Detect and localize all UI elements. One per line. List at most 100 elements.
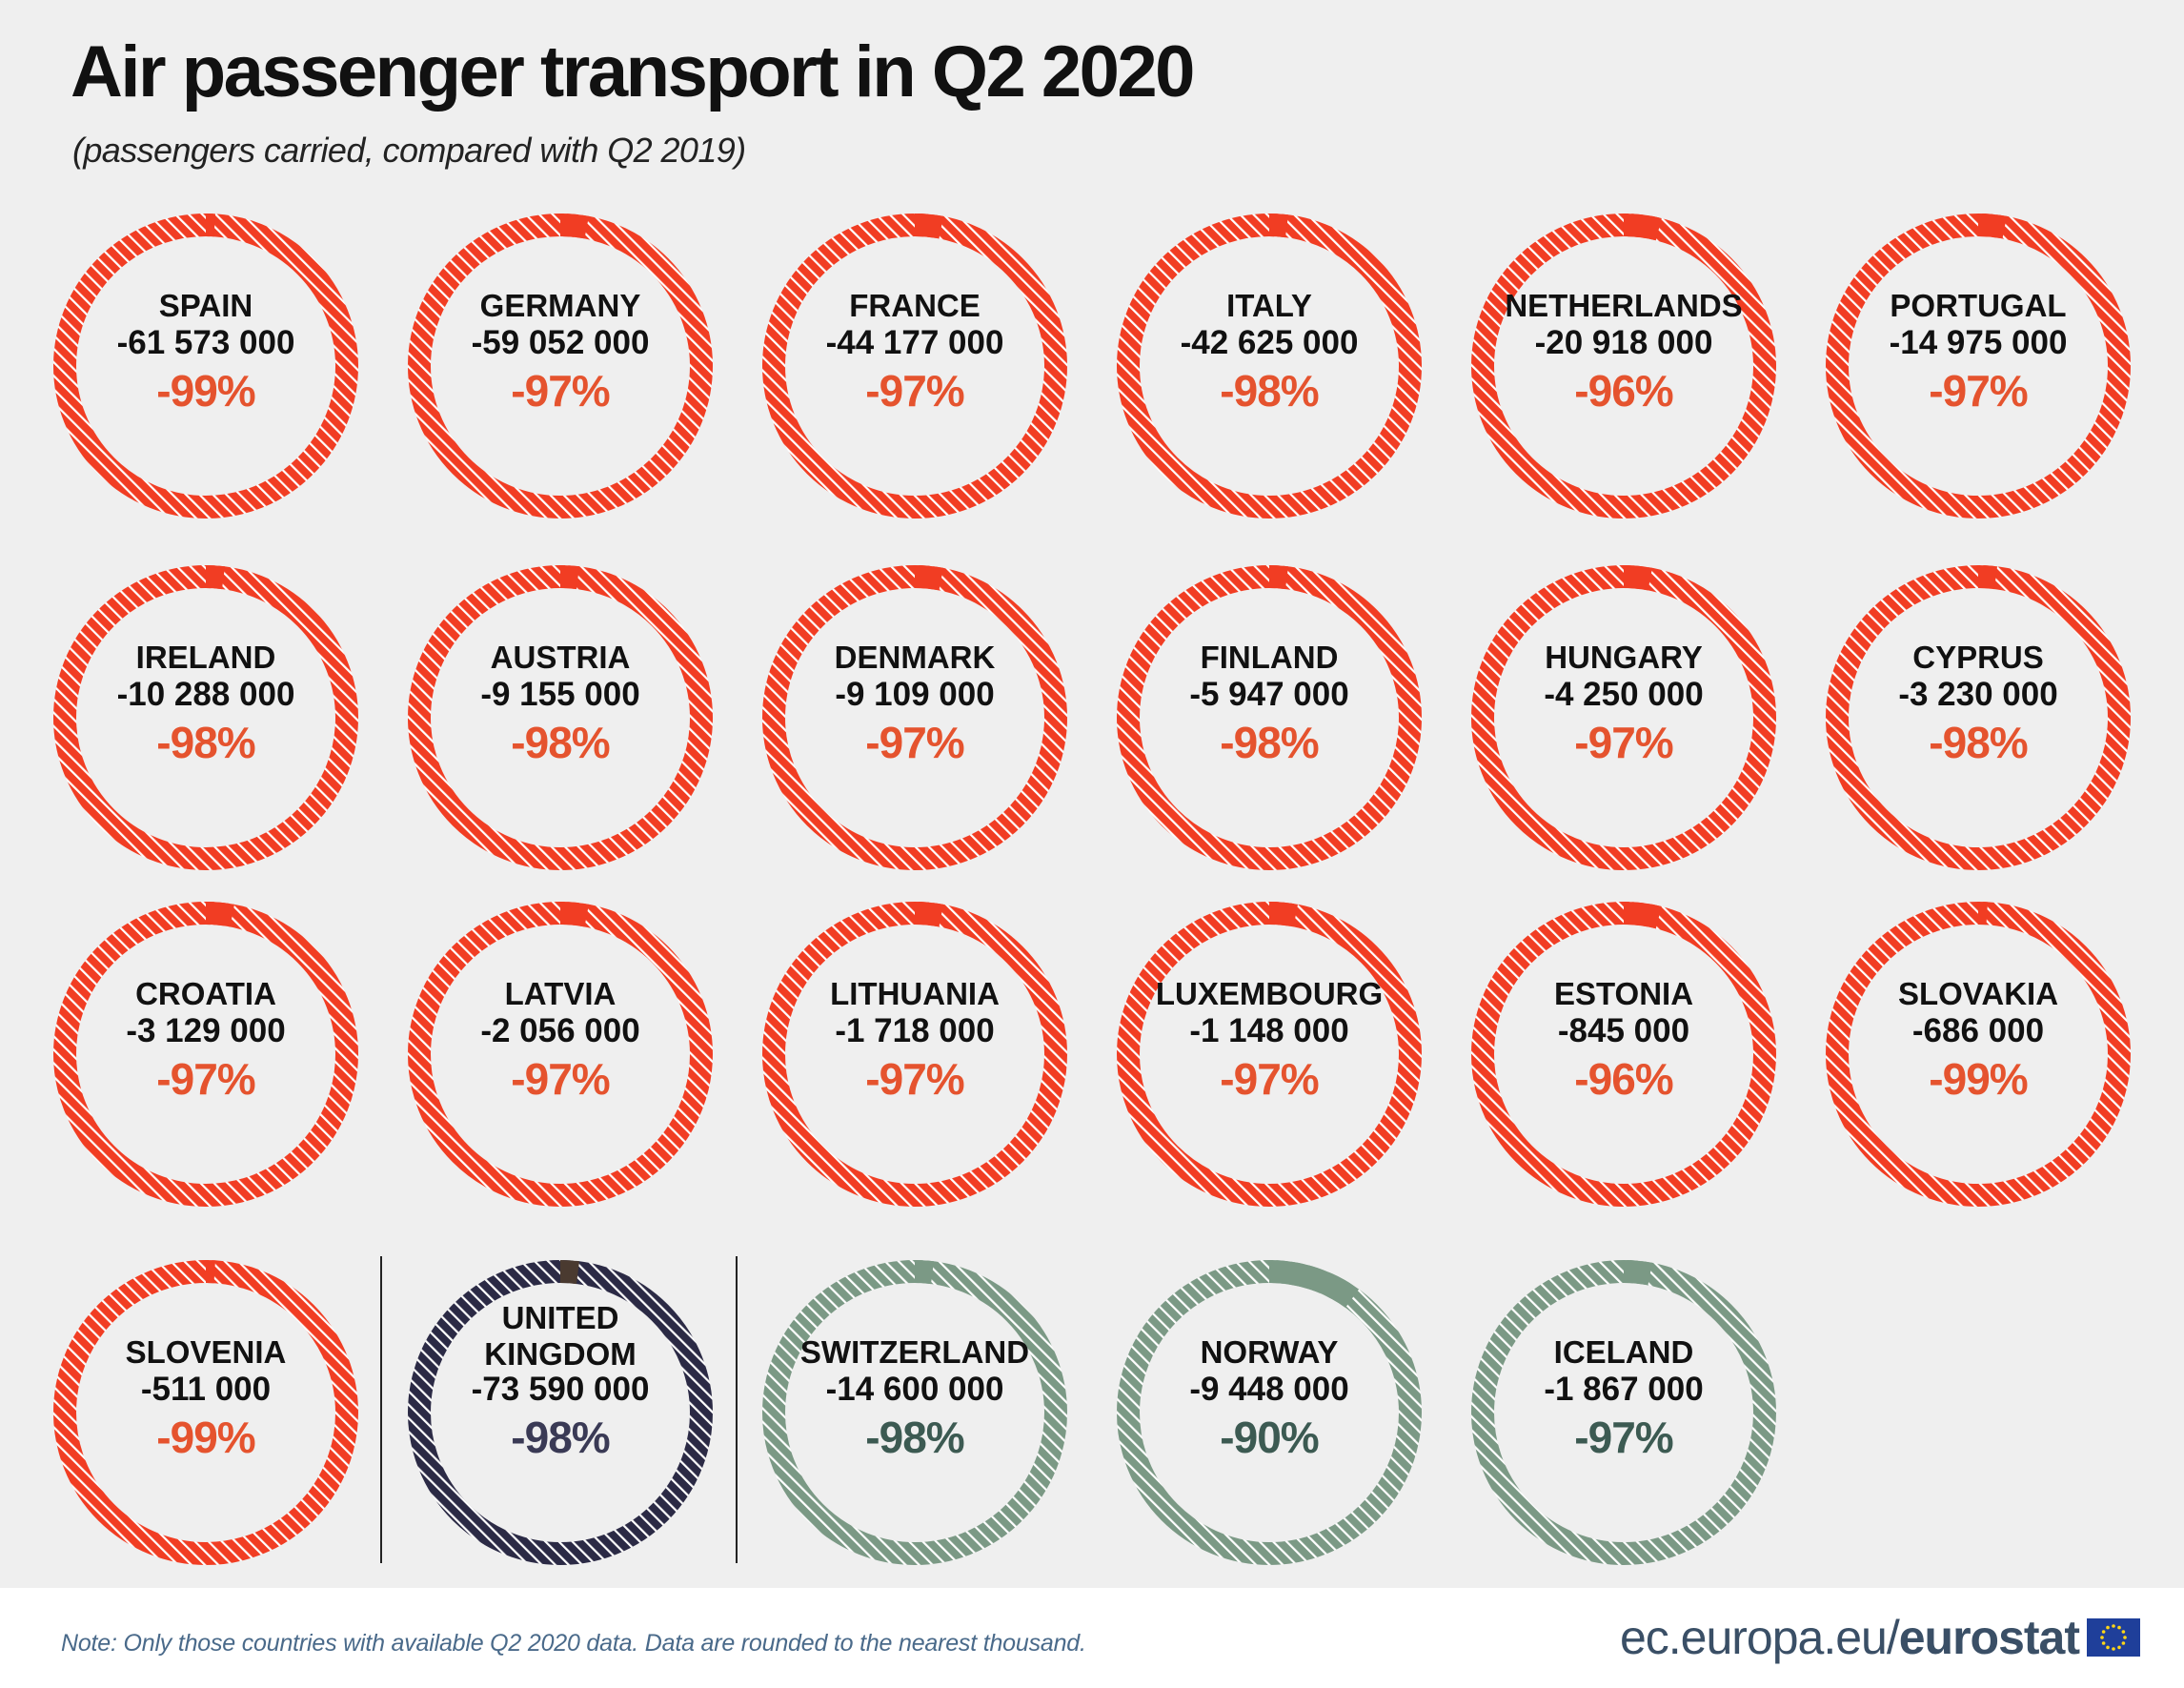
donut-cyprus: CYPRUS-3 230 000 -98% [1826,565,2131,870]
country-label: ICELAND [1554,1334,1694,1370]
brand-name: eurostat [1898,1611,2080,1664]
change-label: -1 867 000 [1544,1371,1703,1408]
country-label: NORWAY [1201,1334,1339,1370]
country-label: ESTONIA [1554,976,1693,1011]
percent-label: -96% [1574,1054,1672,1104]
donut-arc-remaining [53,1260,358,1565]
donut-arc-remaining [1117,565,1422,870]
country-label: SWITZERLAND [800,1334,1029,1370]
change-label: -20 918 000 [1535,324,1713,361]
change-label: -59 052 000 [472,324,650,361]
eurostat-brand[interactable]: ec.europa.eu/ eurostat [1620,1609,2140,1666]
donut-germany: GERMANY-59 052 000 -97% [408,214,713,519]
donut-arc-remaining [408,1260,713,1565]
country-label: IRELAND [136,640,276,675]
change-label: -1 718 000 [835,1012,994,1049]
footnote: Note: Only those countries with availabl… [61,1630,1086,1657]
change-label: -42 625 000 [1181,324,1359,361]
donut-arc-remaining [1117,1260,1422,1565]
donut-arc-remaining [408,902,713,1207]
change-label: -511 000 [141,1371,271,1408]
change-label: -9 448 000 [1189,1371,1348,1408]
percent-label: -97% [865,366,963,416]
change-label: -686 000 [1912,1012,2044,1049]
donut-italy: ITALY-42 625 000 -98% [1117,214,1422,519]
percent-label: -98% [1220,366,1318,416]
change-label: -1 148 000 [1189,1012,1348,1049]
country-label: SLOVAKIA [1898,976,2058,1011]
donut-iceland: ICELAND-1 867 000 -97% [1471,1260,1776,1565]
change-label: -3 230 000 [1898,676,2057,713]
percent-label: -97% [1574,718,1672,767]
donut-luxembourg: LUXEMBOURG-1 148 000 -97% [1117,902,1422,1207]
donut-arc-remaining [762,902,1067,1207]
donut-spain: SPAIN-61 573 000 -99% [53,214,358,519]
donut-norway: NORWAY-9 448 000 -90% [1117,1260,1422,1565]
change-label: -4 250 000 [1544,676,1703,713]
percent-label: -97% [1220,1054,1318,1104]
donut-arc-remaining [53,214,358,519]
donut-hungary: HUNGARY-4 250 000 -97% [1471,565,1776,870]
percent-label: -98% [156,718,254,767]
country-label: LITHUANIA [830,976,1000,1011]
country-label: SPAIN [159,288,253,323]
donut-arc-remaining [1117,214,1422,519]
country-label: FRANCE [849,288,981,323]
percent-label: -98% [511,1413,609,1462]
donut-austria: AUSTRIA-9 155 000 -98% [408,565,713,870]
country-label: NETHERLANDS [1505,288,1742,323]
donut-portugal: PORTUGAL-14 975 000 -97% [1826,214,2131,519]
percent-label: -96% [1574,366,1672,416]
donut-slovenia: SLOVENIA-511 000 -99% [53,1260,358,1565]
change-label: -5 947 000 [1189,676,1348,713]
country-label: LATVIA [505,976,617,1011]
change-label: -44 177 000 [826,324,1004,361]
donut-slovakia: SLOVAKIA-686 000 -99% [1826,902,2131,1207]
donut-lithuania: LITHUANIA-1 718 000 -97% [762,902,1067,1207]
donut-latvia: LATVIA-2 056 000 -97% [408,902,713,1207]
donut-arc-remaining [1117,902,1422,1207]
country-label: FINLAND [1201,640,1339,675]
percent-label: -97% [1574,1413,1672,1462]
donut-arc-remaining [53,565,358,870]
percent-label: -97% [511,1054,609,1104]
change-label: -61 573 000 [117,324,295,361]
percent-label: -97% [1929,366,2027,416]
percent-label: -98% [1220,718,1318,767]
donut-denmark: DENMARK-9 109 000 -97% [762,565,1067,870]
country-label: DENMARK [835,640,996,675]
donut-netherlands: NETHERLANDS-20 918 000 -96% [1471,214,1776,519]
percent-label: -90% [1220,1413,1318,1462]
percent-label: -97% [156,1054,254,1104]
donut-arc-remaining [1471,214,1776,519]
donut-arc-remaining [53,902,358,1207]
chart-subtitle: (passengers carried, compared with Q2 20… [72,131,746,170]
donut-arc-remaining [762,565,1067,870]
footer: Note: Only those countries with availabl… [0,1588,2184,1688]
country-label: PORTUGAL [1890,288,2066,323]
percent-label: -98% [511,718,609,767]
donut-arc-remaining [1826,902,2131,1207]
country-label: GERMANY [480,288,641,323]
donut-estonia: ESTONIA-845 000 -96% [1471,902,1776,1207]
country-label: HUNGARY [1545,640,1703,675]
country-label: SLOVENIA [126,1334,287,1370]
country-label: AUSTRIA [491,640,631,675]
percent-label: -97% [865,718,963,767]
change-label: -14 600 000 [826,1371,1004,1408]
country-label: KINGDOM [484,1336,637,1372]
percent-label: -97% [865,1054,963,1104]
change-label: -10 288 000 [117,676,295,713]
eu-flag-icon [2087,1618,2140,1657]
country-label: LUXEMBOURG [1156,976,1383,1011]
donut-arc-remaining [1471,1260,1776,1565]
change-label: -845 000 [1558,1012,1689,1049]
change-label: -3 129 000 [126,1012,285,1049]
country-label: ITALY [1226,288,1312,323]
change-label: -9 109 000 [835,676,994,713]
donut-arc-remaining [1826,565,2131,870]
donut-arc-remaining [1471,565,1776,870]
percent-label: -98% [1929,718,2027,767]
change-label: -73 590 000 [472,1371,650,1408]
donut-arc-remaining [762,1260,1067,1565]
